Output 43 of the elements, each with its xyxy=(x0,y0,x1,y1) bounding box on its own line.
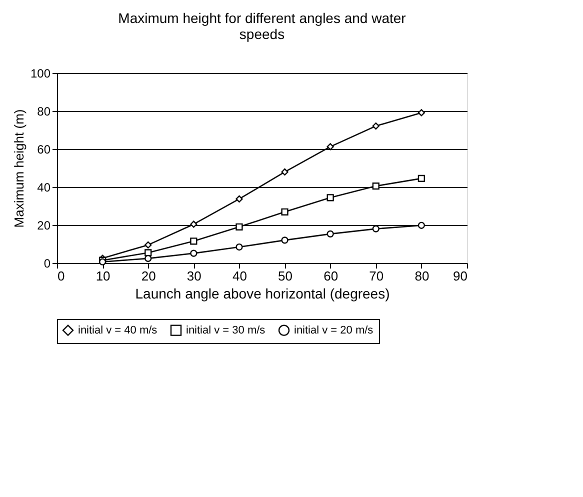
point xyxy=(372,182,380,190)
point xyxy=(418,109,425,116)
point xyxy=(144,254,152,262)
point xyxy=(190,250,198,257)
point xyxy=(190,220,198,228)
x-tick-label: 60 xyxy=(324,268,338,284)
y-tick-label: 0 xyxy=(44,256,51,270)
point xyxy=(281,236,288,244)
point xyxy=(418,222,425,229)
point xyxy=(236,243,243,251)
point xyxy=(236,223,243,230)
point xyxy=(326,230,334,238)
point xyxy=(144,241,152,249)
x-tick-label: 20 xyxy=(141,268,156,284)
x-tick-label: 0 xyxy=(58,268,65,284)
legend-label: initial v = 30 m/s xyxy=(186,324,266,336)
chart-title: Maximum height for different angles and water speeds xyxy=(118,10,406,42)
x-tick-label: 90 xyxy=(453,268,468,284)
point xyxy=(372,122,380,130)
x-axis-title: Launch angle above horizontal (degrees) xyxy=(135,286,390,302)
y-tick-label: 60 xyxy=(37,142,51,156)
x-tick-label: 80 xyxy=(414,268,430,284)
point xyxy=(372,225,380,232)
x-tick-label: 30 xyxy=(186,268,202,284)
point xyxy=(190,238,198,245)
y-tick-label: 80 xyxy=(37,104,51,118)
x-tick-label: 40 xyxy=(232,268,247,284)
point xyxy=(144,249,152,256)
point xyxy=(281,168,288,176)
point xyxy=(236,195,243,203)
point xyxy=(418,174,425,182)
legend-label: initial v = 40 m/s xyxy=(78,324,158,336)
y-axis-title: Maximum height (m) xyxy=(11,109,26,228)
x-tick-label: 50 xyxy=(278,268,293,284)
point xyxy=(281,208,288,216)
y-tick-label: 100 xyxy=(30,66,51,80)
x-tick-label: 70 xyxy=(369,268,384,284)
y-tick-label: 20 xyxy=(37,218,51,232)
x-tick-label: 10 xyxy=(96,268,110,284)
point xyxy=(326,143,334,150)
point xyxy=(326,194,334,202)
y-tick-label: 40 xyxy=(37,180,51,194)
legend-label: initial v = 20 m/s xyxy=(294,324,374,336)
